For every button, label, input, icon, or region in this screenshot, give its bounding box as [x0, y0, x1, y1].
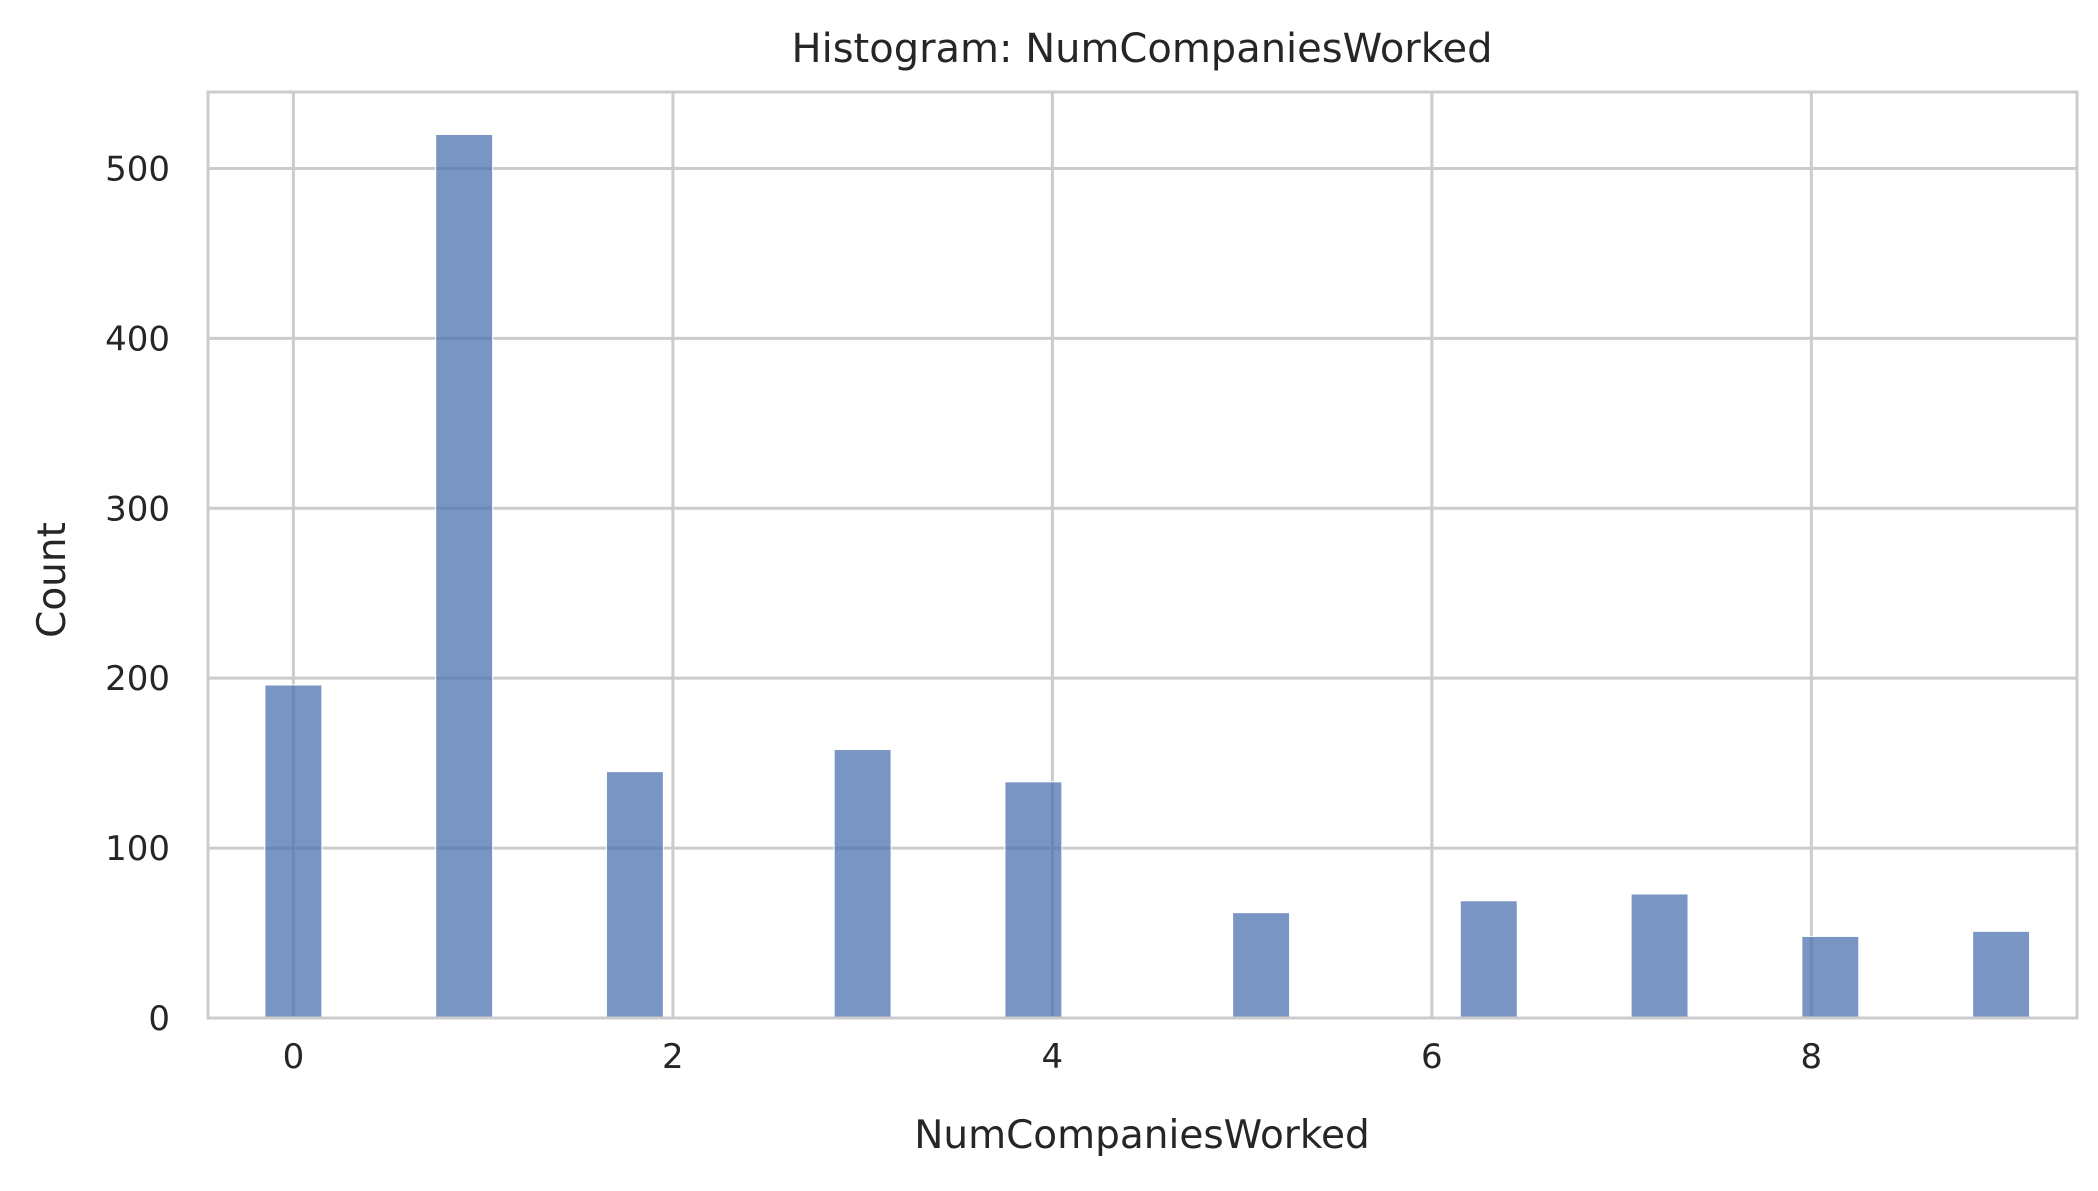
x-tick-label: 2 [662, 1037, 684, 1077]
histogram-bar [1801, 935, 1860, 1019]
y-tick-label: 400 [105, 319, 170, 359]
x-axis-title: NumCompaniesWorked [914, 1113, 1370, 1158]
histogram-bar [1972, 930, 2031, 1019]
histogram-bar [1630, 893, 1689, 1019]
y-tick-label: 100 [105, 829, 170, 869]
y-tick-label: 500 [105, 149, 170, 189]
plot-frame [206, 90, 2079, 1020]
y-tick-label: 0 [148, 999, 170, 1039]
histogram-bar [435, 133, 494, 1019]
x-tick-label: 6 [1421, 1037, 1443, 1077]
chart-title: Histogram: NumCompaniesWorked [792, 26, 1493, 72]
y-tick-label: 200 [105, 659, 170, 699]
histogram-bar [1459, 900, 1518, 1019]
histogram-bar [605, 771, 664, 1019]
x-tick-label: 0 [283, 1037, 305, 1077]
x-tick-label: 4 [1042, 1037, 1064, 1077]
histogram-bar [1004, 781, 1063, 1019]
histogram-bar [833, 749, 892, 1019]
tick-labels: 0 2 4 6 8 0 100 200 300 400 500 [105, 149, 1822, 1077]
histogram-bar [1232, 912, 1291, 1019]
x-tick-label: 8 [1801, 1037, 1823, 1077]
y-tick-label: 300 [105, 489, 170, 529]
bar-layer [264, 133, 2031, 1019]
histogram-bar [264, 684, 323, 1019]
y-axis-title: Count [30, 522, 75, 638]
